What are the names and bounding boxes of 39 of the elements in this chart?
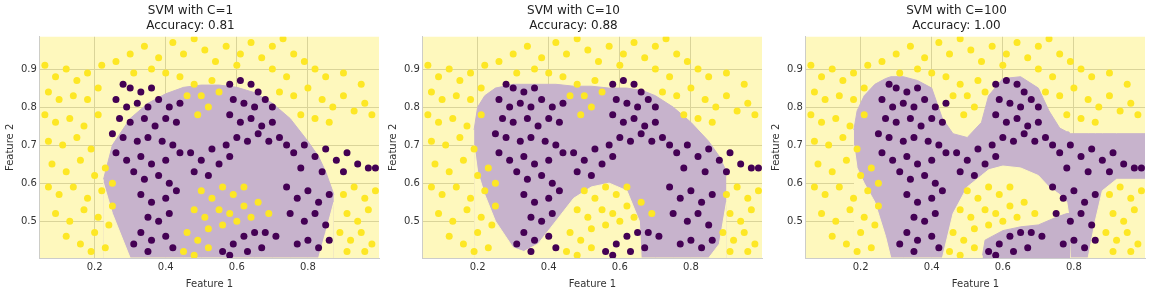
x-tick-label: 0.2 [469, 260, 486, 272]
x-tick-label: 0.6 [994, 260, 1011, 272]
x-tick-label: 0.4 [540, 260, 557, 272]
y-axis-title: Feature 2 [3, 123, 15, 172]
y-tick-label: 0.9 [787, 62, 803, 74]
y-axis-title: Feature 2 [769, 123, 781, 172]
y-tick-label: 0.9 [21, 62, 37, 74]
y-tick-label: 0.7 [21, 138, 37, 150]
y-tick-label: 0.5 [21, 214, 37, 226]
chart-subtitle: Accuracy: 0.88 [529, 17, 618, 32]
x-tick-label: 0.6 [611, 260, 628, 272]
x-axis-title: Feature 1 [568, 277, 617, 289]
chart-title: SVM with C=10 [527, 3, 620, 18]
y-tick-label: 0.5 [404, 214, 420, 226]
x-axis-title: Feature 1 [951, 277, 1000, 289]
y-tick-label: 0.7 [404, 138, 420, 150]
x-tick-label: 0.4 [157, 260, 174, 272]
x-tick-label: 0.2 [852, 260, 869, 272]
x-tick-label: 0.8 [682, 260, 699, 272]
y-tick-label: 0.9 [404, 62, 420, 74]
y-tick-label: 0.7 [787, 138, 803, 150]
x-tick-label: 0.6 [228, 260, 245, 272]
y-tick-label: 0.6 [787, 176, 803, 188]
x-axis-title: Feature 1 [185, 277, 234, 289]
y-tick-label: 0.6 [21, 176, 37, 188]
y-axis-title: Feature 2 [386, 123, 398, 172]
x-tick-label: 0.8 [1065, 260, 1082, 272]
chart-subtitle: Accuracy: 0.81 [146, 17, 235, 32]
chart-title: SVM with C=1 [147, 3, 234, 18]
x-tick-label: 0.4 [923, 260, 940, 272]
y-tick-label: 0.8 [21, 100, 37, 112]
chart-subtitle: Accuracy: 1.00 [912, 17, 1001, 32]
y-tick-label: 0.5 [787, 214, 803, 226]
y-tick-label: 0.8 [404, 100, 420, 112]
chart-title: SVM with C=100 [906, 3, 1007, 18]
y-tick-label: 0.6 [404, 176, 420, 188]
x-tick-label: 0.8 [299, 260, 316, 272]
x-tick-label: 0.2 [86, 260, 103, 272]
y-tick-label: 0.8 [787, 100, 803, 112]
